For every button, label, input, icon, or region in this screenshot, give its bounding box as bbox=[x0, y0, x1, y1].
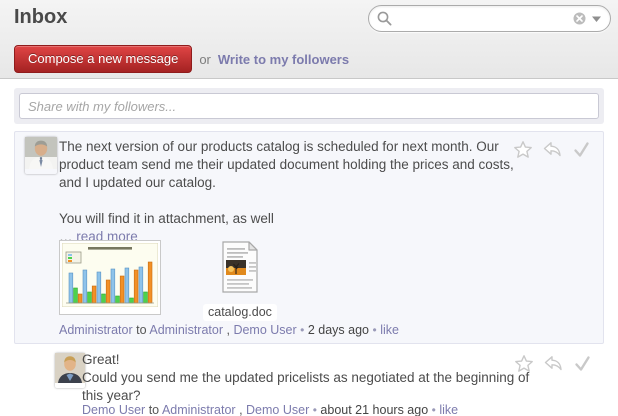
recipient-link[interactable]: Administrator bbox=[161, 403, 236, 416]
author-link[interactable]: Demo User bbox=[82, 403, 146, 416]
message-administrator: The next version of our products catalog… bbox=[14, 131, 604, 344]
message-demo-user: Great! Could you send me the updated pri… bbox=[14, 348, 604, 416]
to-word: to bbox=[136, 323, 147, 337]
doc-file-icon bbox=[218, 241, 262, 298]
check-icon[interactable] bbox=[572, 140, 591, 165]
to-word: to bbox=[148, 403, 160, 416]
message-footer: Administrator to Administrator , Demo Us… bbox=[59, 323, 399, 337]
or-text: or bbox=[199, 51, 211, 67]
share-composer bbox=[14, 88, 604, 124]
star-icon[interactable] bbox=[514, 354, 534, 379]
search-options-arrow-icon[interactable] bbox=[591, 15, 602, 23]
message-body: Great! Could you send me the updated pri… bbox=[82, 351, 537, 405]
share-with-followers-input[interactable] bbox=[19, 93, 599, 119]
attachment-filename: catalog.doc bbox=[203, 304, 277, 321]
administrator-avatar bbox=[25, 137, 57, 174]
recipient-link[interactable]: Administrator bbox=[149, 323, 223, 337]
search-input[interactable] bbox=[393, 11, 573, 26]
compose-message-button[interactable]: Compose a new message bbox=[14, 45, 193, 73]
attachments: catalog.doc bbox=[59, 240, 277, 321]
star-icon[interactable] bbox=[513, 140, 533, 165]
message-footer: Demo User to Administrator , Demo User •… bbox=[82, 403, 458, 416]
author-link[interactable]: Administrator bbox=[59, 323, 133, 337]
demo-user-avatar bbox=[55, 353, 85, 388]
message-action-icons bbox=[513, 140, 591, 165]
message-line: Great! bbox=[82, 352, 120, 367]
reply-icon[interactable] bbox=[542, 140, 563, 165]
like-link[interactable]: like bbox=[439, 403, 459, 416]
separator-dot: • bbox=[300, 323, 305, 337]
attachment-doc-file[interactable]: catalog.doc bbox=[203, 241, 277, 321]
separator-dot: • bbox=[372, 323, 377, 337]
reply-icon[interactable] bbox=[543, 354, 564, 379]
recipient-link[interactable]: Demo User bbox=[246, 403, 310, 416]
header-actions: Compose a new message or Write to my fol… bbox=[14, 45, 349, 73]
search-icon bbox=[376, 10, 393, 27]
attachment-chart-image[interactable] bbox=[59, 240, 161, 315]
message-body: The next version of our products catalog… bbox=[59, 138, 533, 246]
comma-text: , bbox=[226, 323, 230, 337]
message-paragraph: The next version of our products catalog… bbox=[59, 139, 514, 190]
recipient-link[interactable]: Demo User bbox=[233, 323, 297, 337]
search-box[interactable] bbox=[368, 5, 611, 32]
like-link[interactable]: like bbox=[380, 323, 399, 337]
comma-text: , bbox=[239, 403, 243, 416]
header: Inbox Compose a new bbox=[0, 0, 618, 79]
timestamp: about 21 hours ago bbox=[320, 403, 429, 416]
clear-search-icon[interactable] bbox=[573, 12, 586, 25]
check-icon[interactable] bbox=[573, 354, 592, 379]
message-thread: The next version of our products catalog… bbox=[14, 131, 604, 416]
message-action-icons bbox=[514, 354, 592, 379]
page-title: Inbox bbox=[14, 6, 68, 28]
write-to-followers-link[interactable]: Write to my followers bbox=[217, 51, 350, 67]
message-paragraph: You will find it in attachment, as well bbox=[59, 211, 274, 226]
timestamp: 2 days ago bbox=[307, 323, 370, 337]
message-line: Could you send me the updated pricelists… bbox=[82, 370, 530, 403]
separator-dot: • bbox=[312, 403, 317, 416]
separator-dot: • bbox=[431, 403, 436, 416]
